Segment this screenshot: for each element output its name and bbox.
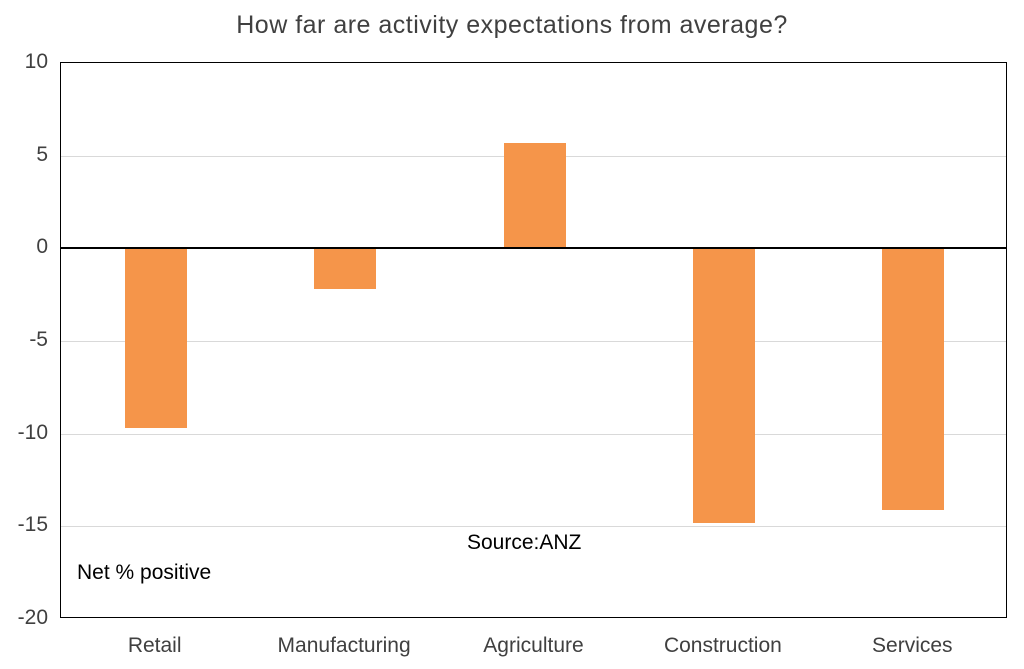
y-tick-label: -5: [29, 328, 48, 351]
y-tick-label: -15: [17, 513, 48, 537]
x-tick-label-agriculture: Agriculture: [483, 634, 584, 657]
x-tick-label-retail: Retail: [127, 634, 182, 657]
x-tick-label-services: Services: [872, 634, 953, 657]
y-tick-label: -20: [17, 606, 48, 629]
x-tick-label-construction: Construction: [663, 634, 782, 657]
gridline: [61, 433, 1006, 435]
zero-axis-line: [61, 247, 1006, 250]
bar-agriculture: [503, 142, 566, 249]
y-tick-label: 5: [36, 142, 48, 166]
annotation-source: Source:ANZ: [467, 531, 582, 554]
bar-construction: [692, 248, 755, 523]
y-tick-label: 10: [24, 50, 48, 73]
bar-retail: [124, 248, 187, 429]
bar-manufacturing: [314, 248, 377, 290]
plot-area: Net % positive Source:ANZ: [60, 62, 1007, 618]
chart-title: How far are activity expectations from a…: [236, 11, 788, 39]
x-tick-label-manufacturing: Manufacturing: [277, 634, 411, 657]
annotation-net-percent-positive: Net % positive: [77, 561, 212, 584]
y-tick-label: 0: [36, 235, 48, 259]
gridline: [61, 341, 1006, 342]
gridline: [61, 526, 1006, 528]
bar-services: [882, 248, 945, 510]
y-tick-label: -10: [17, 420, 48, 444]
